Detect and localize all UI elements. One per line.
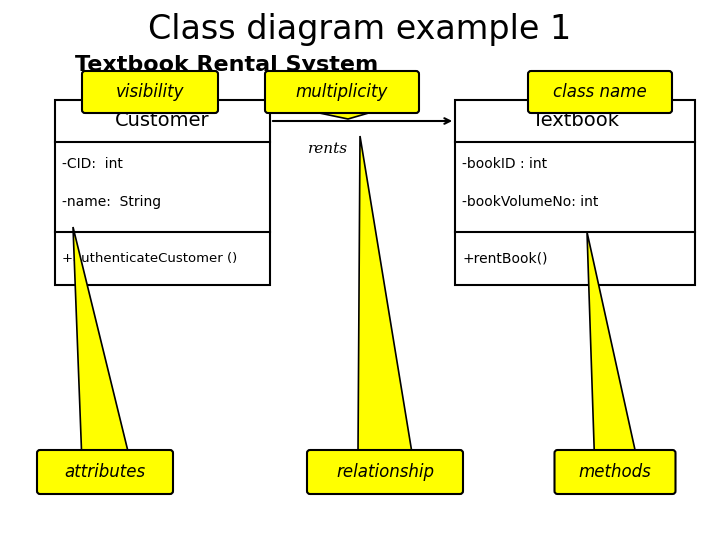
Polygon shape bbox=[85, 100, 182, 110]
FancyBboxPatch shape bbox=[528, 71, 672, 113]
Text: Textbook: Textbook bbox=[531, 111, 618, 131]
Text: +rentBook(): +rentBook() bbox=[462, 252, 547, 266]
FancyBboxPatch shape bbox=[82, 71, 218, 113]
Bar bbox=[55, 100, 270, 285]
Polygon shape bbox=[358, 136, 412, 453]
FancyBboxPatch shape bbox=[265, 71, 419, 113]
Text: relationship: relationship bbox=[336, 463, 434, 481]
Text: -CID:  int: -CID: int bbox=[62, 157, 123, 171]
Bar bbox=[455, 100, 695, 285]
Text: 1.. *: 1.. * bbox=[276, 102, 305, 116]
Polygon shape bbox=[587, 232, 636, 453]
Text: 1.. *: 1.. * bbox=[390, 102, 419, 116]
Text: attributes: attributes bbox=[64, 463, 145, 481]
Text: class name: class name bbox=[553, 83, 647, 101]
Polygon shape bbox=[305, 110, 379, 119]
FancyBboxPatch shape bbox=[37, 450, 173, 494]
Text: +authenticateCustomer (): +authenticateCustomer () bbox=[62, 252, 238, 265]
FancyBboxPatch shape bbox=[554, 450, 675, 494]
Text: visibility: visibility bbox=[116, 83, 184, 101]
Text: Class diagram example 1: Class diagram example 1 bbox=[148, 14, 572, 46]
Polygon shape bbox=[546, 100, 634, 110]
Text: -bookVolumeNo: int: -bookVolumeNo: int bbox=[462, 195, 598, 209]
FancyBboxPatch shape bbox=[307, 450, 463, 494]
Text: rents: rents bbox=[307, 142, 348, 156]
Text: -bookID : int: -bookID : int bbox=[462, 157, 547, 171]
Text: methods: methods bbox=[579, 463, 652, 481]
Text: multiplicity: multiplicity bbox=[296, 83, 388, 101]
Text: Textbook Rental System: Textbook Rental System bbox=[75, 55, 378, 75]
Polygon shape bbox=[73, 227, 128, 453]
Text: -name:  String: -name: String bbox=[62, 195, 161, 209]
Text: Customer: Customer bbox=[115, 111, 210, 131]
